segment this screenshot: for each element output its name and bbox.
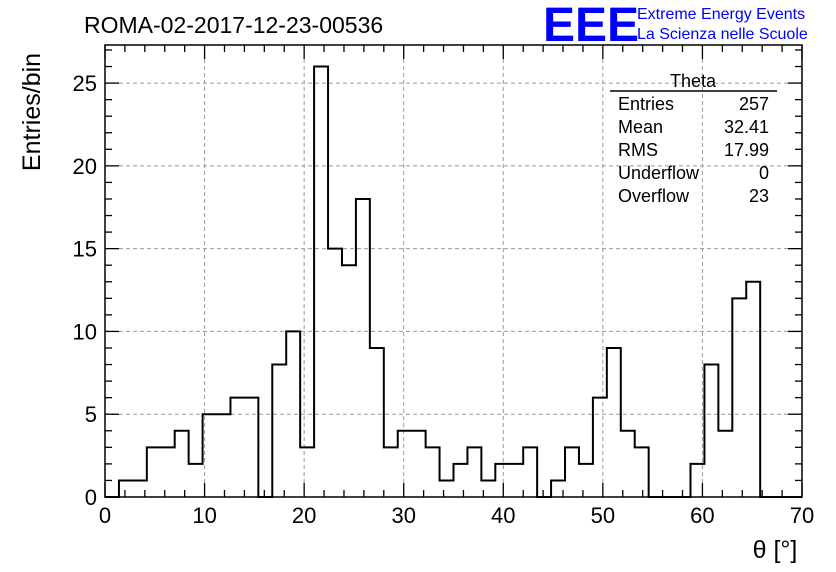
stats-value-mean: 32.41 [724, 117, 769, 137]
stats-label-overflow: Overflow [618, 186, 690, 206]
histogram-bin [161, 447, 175, 497]
x-axis-title: θ [°] [753, 536, 798, 564]
y-tick-label: 0 [85, 485, 97, 510]
logo-mark: EEE [543, 0, 639, 52]
y-tick-label: 15 [73, 237, 97, 262]
y-tick-label: 20 [73, 154, 97, 179]
logo-line1: Extreme Energy Events [637, 6, 805, 23]
histogram-bin [217, 414, 231, 497]
histogram-bin [593, 398, 607, 497]
y-axis-title: Entries/bin [18, 53, 46, 171]
histogram-bin [495, 464, 509, 497]
histogram-bin [635, 447, 649, 497]
x-tick-label: 40 [491, 503, 515, 528]
stats-label-rms: RMS [618, 140, 658, 160]
y-tick-label: 25 [73, 71, 97, 96]
histogram-bars [105, 65, 802, 498]
x-tick-label: 70 [790, 503, 814, 528]
histogram-bin [509, 464, 523, 497]
histogram-bin [607, 348, 621, 497]
stats-label-underflow: Underflow [618, 163, 700, 183]
histogram-bin [119, 480, 133, 497]
histogram-bin [147, 447, 161, 497]
histogram-bin [704, 365, 718, 497]
histogram-bin [426, 447, 440, 497]
histogram-bin [370, 348, 384, 497]
histogram-bin [412, 431, 426, 497]
y-tick-label: 10 [73, 319, 97, 344]
plot-frame [104, 44, 803, 498]
x-tick-label: 0 [99, 503, 111, 528]
histogram-bin [384, 447, 398, 497]
x-tick-label: 10 [192, 503, 216, 528]
histogram-bin [272, 365, 286, 497]
x-tick-label: 50 [591, 503, 615, 528]
axes: 0 10 20 30 40 50 60 70 0 5 10 15 20 25 [73, 44, 814, 528]
histogram-bin [175, 431, 189, 497]
stats-label-entries: Entries [618, 94, 674, 114]
y-tick-label: 5 [85, 402, 97, 427]
histogram-bin [356, 199, 370, 497]
stats-value-rms: 17.99 [724, 140, 769, 160]
histogram-bin [746, 282, 760, 497]
eee-logo: EEE Extreme Energy Events La Scienza nel… [543, 0, 808, 52]
histogram-bin [440, 480, 454, 497]
histogram-bin [523, 447, 537, 497]
x-tick-label: 20 [292, 503, 316, 528]
histogram-bin [342, 265, 356, 497]
histogram-bin [454, 464, 468, 497]
histogram-bin [467, 447, 481, 497]
histogram-bin [230, 398, 244, 497]
chart-title: ROMA-02-2017-12-23-00536 [84, 12, 383, 38]
x-tick-label: 30 [391, 503, 415, 528]
histogram-outline [105, 65, 802, 498]
histogram-bin [189, 464, 203, 497]
histogram-bin [732, 298, 746, 497]
histogram-bin [718, 431, 732, 497]
histogram-bin [621, 431, 635, 497]
histogram-bin [579, 464, 593, 497]
histogram-bin [398, 431, 412, 497]
stats-box: Theta Entries 257 Mean 32.41 RMS 17.99 U… [610, 71, 777, 206]
histogram-bin [244, 398, 258, 497]
stats-value-entries: 257 [739, 94, 769, 114]
logo-line2: La Scienza nelle Scuole [637, 26, 808, 43]
stats-value-underflow: 0 [759, 163, 769, 183]
histogram-bin [300, 447, 314, 497]
stats-value-overflow: 23 [749, 186, 769, 206]
stats-box-name: Theta [670, 71, 717, 91]
x-tick-label: 60 [690, 503, 714, 528]
histogram-bin [565, 447, 579, 497]
histogram-bin [328, 249, 342, 497]
stats-label-mean: Mean [618, 117, 663, 137]
grid [105, 45, 802, 497]
histogram-bin [314, 67, 328, 497]
